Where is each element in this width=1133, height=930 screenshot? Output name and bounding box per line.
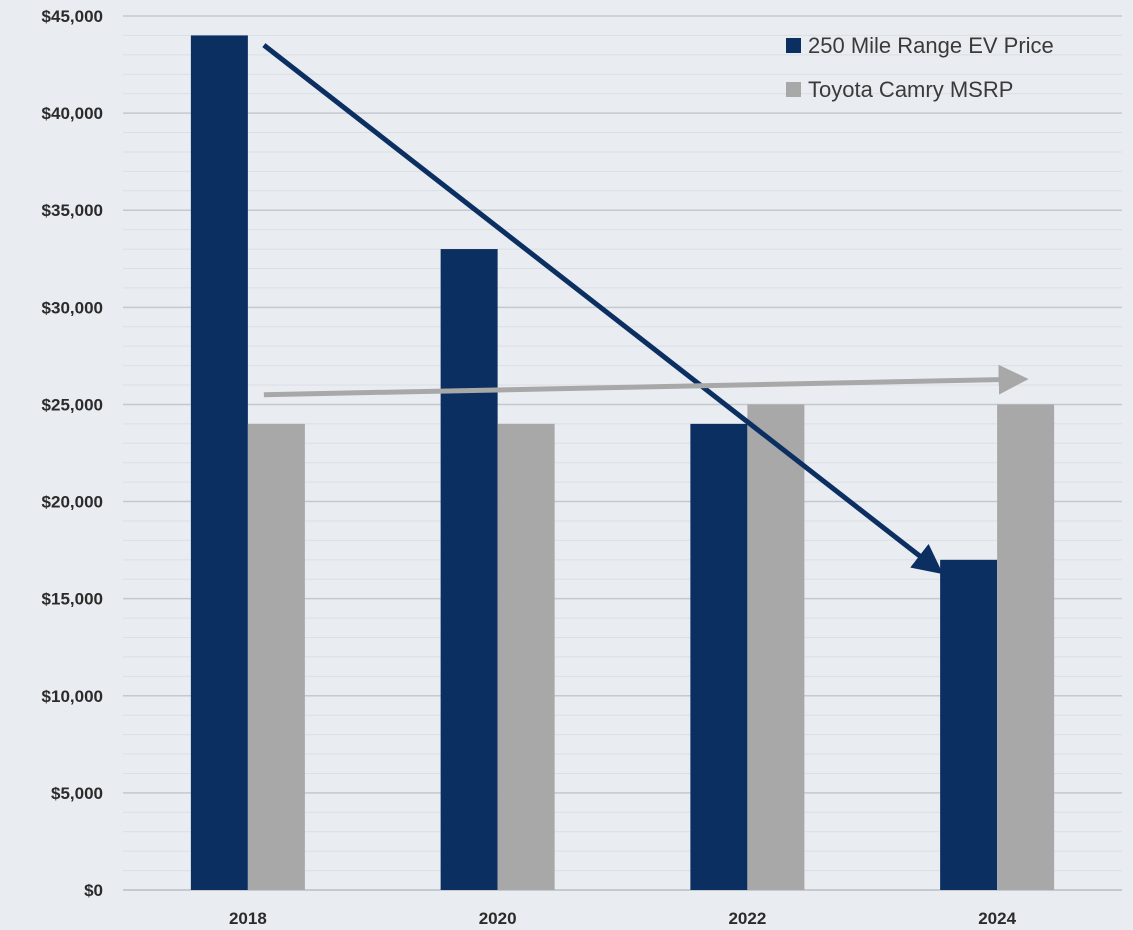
camry-msrp-bar-2018 (247, 423, 305, 890)
y-axis-tick-labels: $0 $5,000 $10,000 $15,000 $20,000 $25,000 $30,… (42, 7, 103, 900)
y-tick-label: $30,000 (42, 298, 103, 317)
trend-arrows (262, 43, 1029, 575)
x-tick-label: 2018 (229, 909, 267, 928)
legend-swatch-ev (786, 38, 801, 53)
ev-price-bar-2024 (940, 559, 998, 890)
y-tick-label: $20,000 (42, 493, 103, 512)
camry-msrp-trend-arrow (263, 364, 1029, 398)
bars (190, 35, 1055, 891)
camry-msrp-bar-2020 (497, 423, 555, 890)
x-tick-label: 2020 (479, 909, 517, 928)
legend-label-camry: Toyota Camry MSRP (808, 77, 1013, 102)
y-tick-label: $25,000 (42, 395, 103, 414)
y-tick-label: $5,000 (51, 784, 103, 803)
x-axis-tick-labels: 2018 2020 2022 2024 (229, 909, 1017, 928)
ev-price-bar-2018 (190, 35, 248, 890)
legend-swatch-camry (786, 82, 801, 97)
y-tick-label: $0 (84, 881, 103, 900)
legend-label-ev: 250 Mile Range EV Price (808, 33, 1054, 58)
camry-msrp-bar-2022 (747, 404, 805, 890)
y-tick-label: $15,000 (42, 590, 103, 609)
y-tick-label: $40,000 (42, 104, 103, 123)
ev-price-trend-arrow (262, 43, 944, 575)
y-tick-label: $35,000 (42, 201, 103, 220)
camry-msrp-bar-2024 (997, 404, 1055, 890)
y-tick-label: $10,000 (42, 687, 103, 706)
x-tick-label: 2024 (978, 909, 1016, 928)
x-tick-label: 2022 (728, 909, 766, 928)
legend: 250 Mile Range EV Price Toyota Camry MSR… (786, 33, 1054, 102)
ev-price-bar-2022 (690, 423, 748, 890)
ev-price-bar-2020 (440, 249, 498, 891)
y-tick-label: $45,000 (42, 7, 103, 26)
